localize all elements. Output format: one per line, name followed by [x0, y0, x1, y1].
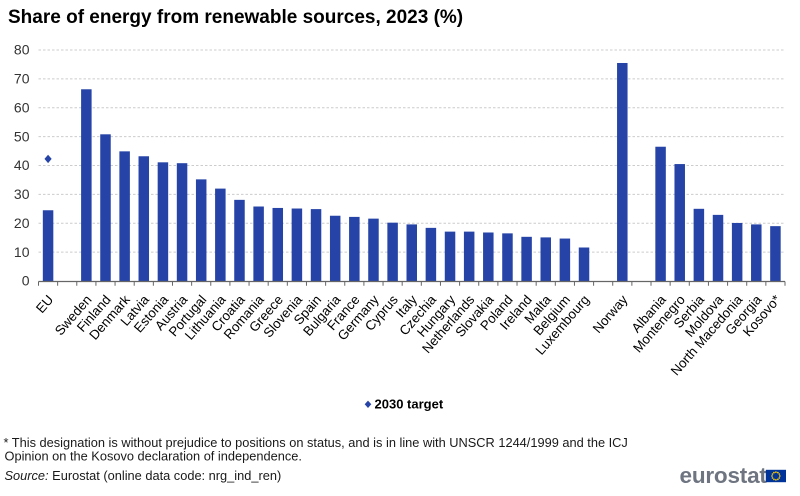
svg-text:50: 50: [14, 128, 30, 144]
svg-text:20: 20: [14, 215, 30, 231]
svg-text:eurostat: eurostat: [680, 463, 768, 488]
svg-text:10: 10: [14, 244, 30, 260]
svg-text:* This designation is without: * This designation is without prejudice …: [4, 435, 628, 450]
svg-text:Source: Eurostat (online data: Source: Eurostat (online data code: nrg_…: [5, 468, 282, 483]
svg-text:80: 80: [14, 42, 30, 58]
svg-text:60: 60: [14, 99, 30, 115]
svg-text:2030 target: 2030 target: [375, 397, 444, 412]
svg-text:30: 30: [14, 186, 30, 202]
svg-text:70: 70: [14, 71, 30, 87]
svg-text:Share of energy from renewable: Share of energy from renewable sources, …: [8, 7, 463, 28]
svg-text:40: 40: [14, 157, 30, 173]
svg-text:0: 0: [22, 273, 30, 289]
svg-text:Opinion on the Kosovo declarat: Opinion on the Kosovo declaration of ind…: [5, 449, 302, 464]
